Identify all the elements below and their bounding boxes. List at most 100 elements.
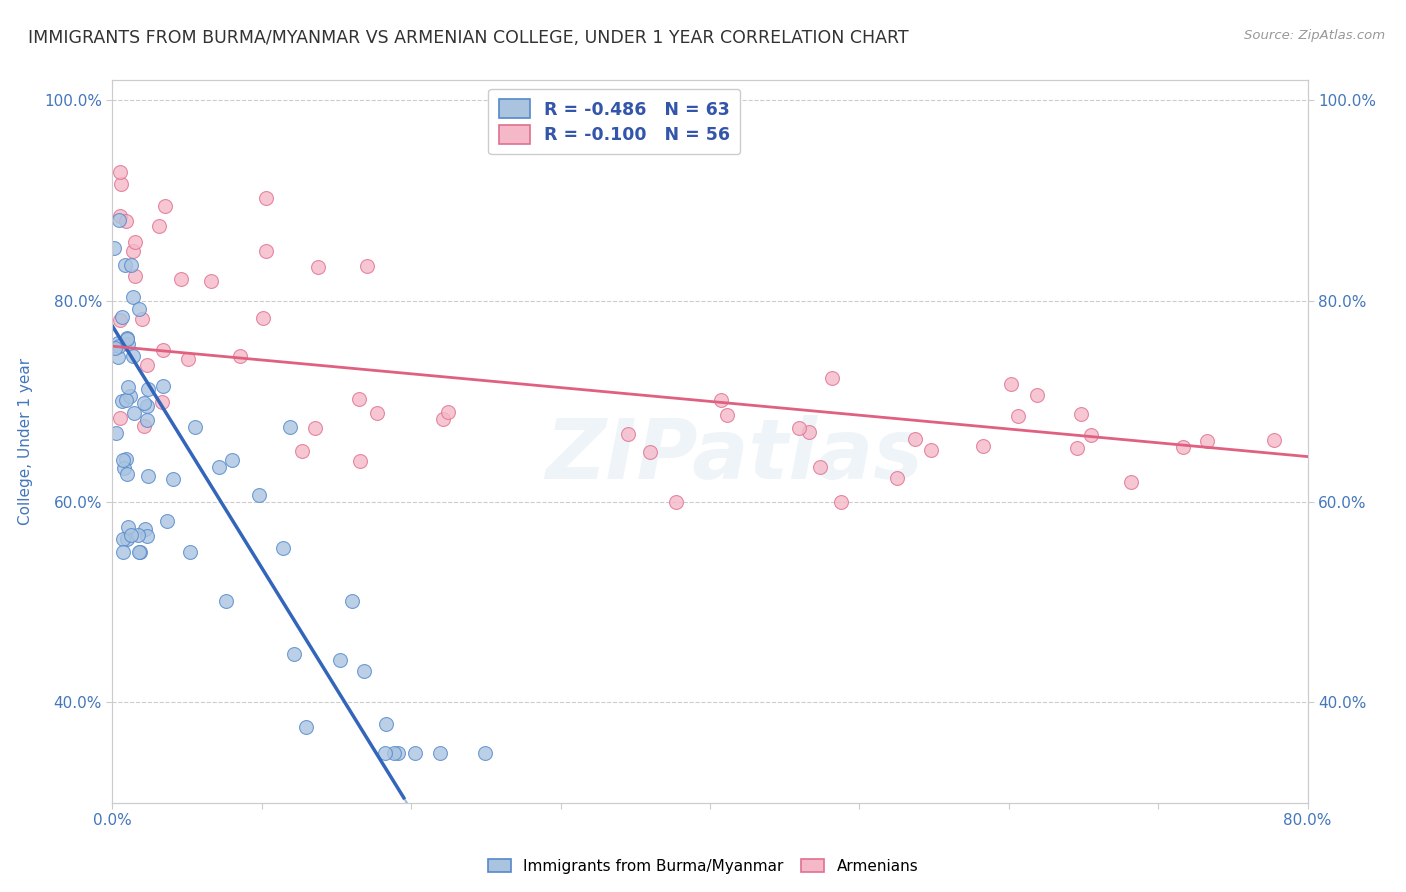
Point — [342, 594, 364, 608]
Point — [972, 439, 994, 453]
Point — [120, 389, 142, 403]
Point — [104, 342, 127, 356]
Point — [117, 380, 139, 394]
Point — [716, 409, 738, 423]
Point — [221, 452, 243, 467]
Point — [349, 454, 371, 468]
Text: Source: ZipAtlas.com: Source: ZipAtlas.com — [1244, 29, 1385, 42]
Point — [252, 310, 274, 325]
Point — [179, 545, 201, 559]
Point — [103, 241, 125, 255]
Point — [229, 349, 252, 363]
Point — [366, 406, 388, 420]
Point — [349, 392, 371, 407]
Legend: Immigrants from Burma/Myanmar, Armenians: Immigrants from Burma/Myanmar, Armenians — [481, 853, 925, 880]
Point — [114, 214, 136, 228]
Point — [108, 339, 131, 353]
Point — [104, 425, 127, 440]
Point — [152, 379, 174, 393]
Point — [821, 370, 844, 384]
Point — [111, 453, 134, 467]
Point — [830, 494, 852, 508]
Point — [117, 337, 139, 351]
Point — [295, 720, 318, 734]
Point — [1066, 441, 1088, 455]
Point — [291, 444, 314, 458]
Point — [136, 529, 159, 543]
Point — [374, 746, 396, 760]
Point — [307, 260, 329, 274]
Point — [254, 244, 277, 259]
Point — [136, 413, 159, 427]
Point — [111, 310, 134, 324]
Point — [108, 312, 131, 326]
Point — [176, 352, 198, 367]
Point — [1080, 428, 1102, 442]
Point — [122, 406, 145, 420]
Point — [797, 425, 820, 440]
Point — [474, 746, 496, 760]
Point — [117, 332, 139, 346]
Point — [304, 421, 326, 435]
Point — [617, 426, 640, 441]
Point — [115, 467, 138, 481]
Point — [135, 359, 157, 373]
Point — [808, 460, 831, 475]
Point — [117, 533, 139, 547]
Point — [128, 545, 150, 559]
Point — [135, 399, 157, 413]
Point — [110, 393, 132, 408]
Point — [1119, 475, 1142, 489]
Point — [132, 395, 155, 409]
Point — [200, 274, 222, 288]
Point — [162, 471, 184, 485]
Point — [170, 272, 193, 286]
Point — [278, 419, 301, 434]
Point — [150, 394, 173, 409]
Point — [1195, 434, 1218, 448]
Point — [1173, 440, 1195, 454]
Point — [208, 460, 231, 475]
Point — [110, 178, 132, 192]
Point — [148, 219, 170, 233]
Point — [108, 210, 131, 224]
Point — [375, 716, 398, 731]
Point — [353, 664, 375, 678]
Point — [115, 393, 138, 408]
Point — [638, 445, 661, 459]
Point — [108, 411, 131, 425]
Point — [1007, 409, 1029, 423]
Point — [114, 258, 136, 272]
Point — [215, 594, 238, 608]
Point — [247, 488, 270, 502]
Point — [1025, 388, 1047, 402]
Point — [356, 260, 378, 274]
Point — [1000, 377, 1022, 392]
Point — [128, 545, 150, 559]
Point — [108, 165, 131, 179]
Point — [120, 258, 142, 272]
Point — [107, 335, 129, 350]
Point — [283, 647, 305, 661]
Y-axis label: College, Under 1 year: College, Under 1 year — [18, 358, 32, 525]
Point — [111, 545, 134, 559]
Point — [122, 349, 145, 363]
Point — [107, 350, 129, 364]
Point — [127, 528, 149, 542]
Point — [789, 421, 811, 435]
Point — [117, 331, 139, 345]
Point — [112, 461, 135, 475]
Point — [432, 411, 454, 425]
Point — [387, 746, 409, 760]
Point — [136, 469, 159, 483]
Point — [122, 244, 145, 259]
Point — [131, 312, 153, 326]
Point — [134, 522, 156, 536]
Point — [429, 746, 451, 760]
Point — [152, 343, 174, 357]
Point — [115, 451, 138, 466]
Point — [920, 443, 942, 458]
Point — [273, 541, 295, 555]
Point — [153, 199, 176, 213]
Point — [1070, 408, 1092, 422]
